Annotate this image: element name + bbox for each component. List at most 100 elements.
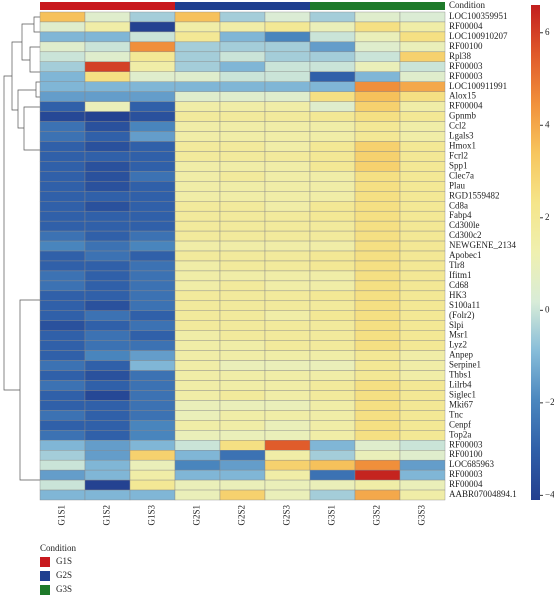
heat-cell <box>354 270 401 282</box>
heat-cell <box>84 250 131 262</box>
condition-bar <box>175 2 310 10</box>
heat-cell <box>264 21 311 33</box>
heat-cell <box>84 141 131 152</box>
heat-cell <box>399 260 446 272</box>
heat-cell <box>399 459 446 471</box>
heat-cell <box>399 171 446 182</box>
heat-cell <box>264 410 311 421</box>
heat-cell <box>219 91 266 102</box>
row-label: Slpi <box>449 320 464 330</box>
row-label: Tnc <box>449 409 463 419</box>
heat-cell <box>309 360 356 371</box>
heat-cell <box>399 310 446 321</box>
heat-cell <box>264 310 311 321</box>
heat-cell <box>174 141 221 152</box>
heat-cell <box>354 191 401 202</box>
heat-cell <box>84 360 131 371</box>
heat-cell <box>174 41 221 53</box>
row-label: Thbs1 <box>449 370 472 380</box>
heat-cell <box>354 81 401 92</box>
heat-cell <box>84 400 131 411</box>
heat-cell <box>309 250 356 262</box>
heat-cell <box>354 71 401 82</box>
heat-cell <box>219 191 266 202</box>
heat-cell <box>399 300 446 311</box>
heat-cell <box>39 469 86 481</box>
heat-cell <box>309 51 356 62</box>
heat-cell <box>309 430 356 441</box>
legend-label: G1S <box>56 556 72 566</box>
heat-cell <box>84 230 131 242</box>
heat-cell <box>219 41 266 53</box>
heat-cell <box>219 240 266 252</box>
heat-cell <box>174 151 221 162</box>
heat-cell <box>84 270 131 282</box>
heat-cell <box>219 270 266 282</box>
heat-cell <box>264 380 311 391</box>
row-label: Lgals3 <box>449 131 474 141</box>
heat-cell <box>264 141 311 152</box>
heat-cell <box>84 300 131 311</box>
heat-cell <box>39 220 86 232</box>
heat-cell <box>84 340 131 351</box>
heat-cell <box>129 161 176 172</box>
heat-cell <box>399 370 446 381</box>
heat-cell <box>39 400 86 411</box>
heat-cell <box>219 300 266 311</box>
heat-cell <box>354 220 401 232</box>
row-label: Spp1 <box>449 160 468 170</box>
column-label: G1S1 <box>57 505 67 526</box>
heat-cell <box>129 330 176 341</box>
heat-cell <box>354 201 401 212</box>
heat-cell <box>399 469 446 481</box>
heat-cell <box>219 420 266 431</box>
heat-cell <box>354 51 401 62</box>
heat-cell <box>129 71 176 82</box>
heat-cell <box>219 380 266 391</box>
heat-cell <box>309 350 356 361</box>
heat-cell <box>399 71 446 82</box>
heat-cell <box>84 71 131 82</box>
row-label: RF00004 <box>449 101 483 111</box>
heat-cell <box>354 370 401 381</box>
legend-label: G2S <box>56 570 72 580</box>
row-label: Msr1 <box>449 330 468 340</box>
heat-cell <box>39 430 86 441</box>
heat-cell <box>399 61 446 72</box>
heat-cell <box>309 121 356 132</box>
heat-cell <box>399 430 446 441</box>
heat-cell <box>39 61 86 72</box>
heat-cell <box>174 440 221 451</box>
heat-cell <box>309 370 356 381</box>
heat-cell <box>39 11 86 23</box>
heat-cell <box>309 440 356 451</box>
heat-cell <box>174 21 221 33</box>
heat-cell <box>219 230 266 242</box>
heat-cell <box>309 330 356 341</box>
heat-cell <box>39 240 86 252</box>
heat-cell <box>264 250 311 262</box>
row-label: Anpep <box>449 350 473 360</box>
heat-cell <box>264 191 311 202</box>
heat-cell <box>174 31 221 43</box>
heat-cell <box>264 51 311 62</box>
heat-cell <box>174 220 221 232</box>
heat-cell <box>174 420 221 431</box>
heat-cell <box>39 380 86 391</box>
heat-cell <box>219 330 266 341</box>
heat-cell <box>309 489 356 501</box>
row-label: Tlr8 <box>449 260 465 270</box>
heat-cell <box>174 270 221 282</box>
heat-cell <box>354 131 401 142</box>
heat-cell <box>174 340 221 351</box>
heat-cell <box>84 380 131 391</box>
heat-cell <box>264 220 311 232</box>
heat-cell <box>219 141 266 152</box>
heat-cell <box>174 320 221 331</box>
heat-cell <box>84 350 131 361</box>
heat-cell <box>219 250 266 262</box>
heat-cell <box>129 210 176 222</box>
heat-cell <box>84 459 131 471</box>
heat-cell <box>309 201 356 212</box>
heat-cell <box>264 469 311 481</box>
